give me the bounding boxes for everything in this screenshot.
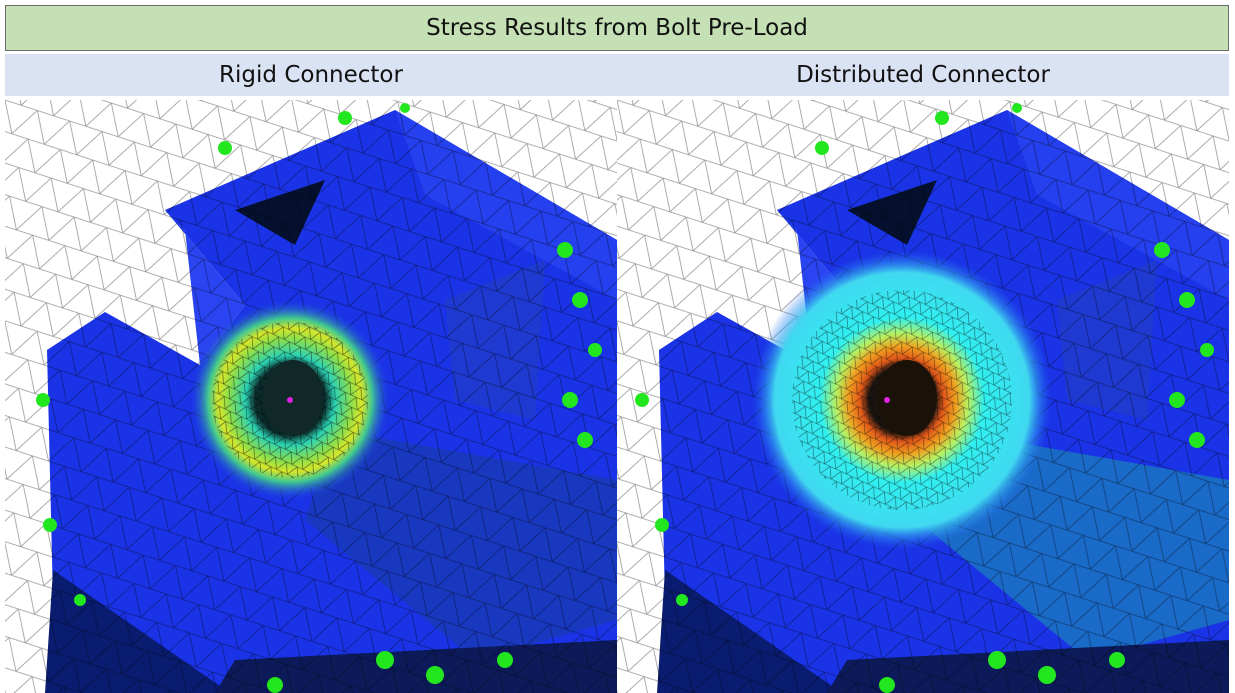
distributed-result-image xyxy=(617,100,1229,693)
rigid-result-image xyxy=(5,100,617,693)
column-label: Rigid Connector xyxy=(219,62,403,88)
column-label: Distributed Connector xyxy=(796,62,1050,88)
title-bar: Stress Results from Bolt Pre-Load xyxy=(5,5,1229,51)
column-header-bar: Rigid Connector Distributed Connector xyxy=(5,54,1229,96)
title: Stress Results from Bolt Pre-Load xyxy=(426,15,808,41)
